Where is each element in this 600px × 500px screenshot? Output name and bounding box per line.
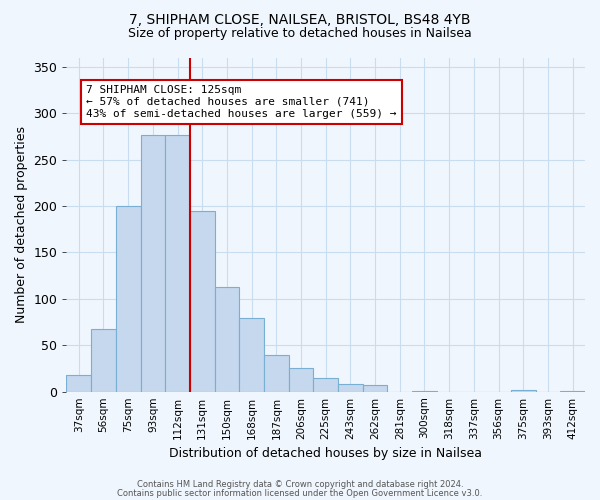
Bar bbox=[140, 134, 165, 392]
Text: 7 SHIPHAM CLOSE: 125sqm
← 57% of detached houses are smaller (741)
43% of semi-d: 7 SHIPHAM CLOSE: 125sqm ← 57% of detache… bbox=[86, 86, 397, 118]
Y-axis label: Number of detached properties: Number of detached properties bbox=[15, 126, 28, 323]
Bar bbox=[289, 368, 313, 392]
Bar bbox=[116, 206, 140, 392]
X-axis label: Distribution of detached houses by size in Nailsea: Distribution of detached houses by size … bbox=[169, 447, 482, 460]
Text: Size of property relative to detached houses in Nailsea: Size of property relative to detached ho… bbox=[128, 28, 472, 40]
Text: Contains HM Land Registry data © Crown copyright and database right 2024.: Contains HM Land Registry data © Crown c… bbox=[137, 480, 463, 489]
Bar bbox=[511, 390, 536, 392]
Bar bbox=[264, 354, 289, 392]
Bar bbox=[239, 318, 264, 392]
Bar bbox=[165, 134, 190, 392]
Bar bbox=[338, 384, 363, 392]
Bar bbox=[412, 391, 437, 392]
Bar bbox=[363, 385, 388, 392]
Bar bbox=[91, 328, 116, 392]
Bar bbox=[190, 210, 215, 392]
Text: Contains public sector information licensed under the Open Government Licence v3: Contains public sector information licen… bbox=[118, 488, 482, 498]
Bar bbox=[560, 391, 585, 392]
Bar bbox=[313, 378, 338, 392]
Bar bbox=[215, 287, 239, 392]
Text: 7, SHIPHAM CLOSE, NAILSEA, BRISTOL, BS48 4YB: 7, SHIPHAM CLOSE, NAILSEA, BRISTOL, BS48… bbox=[129, 12, 471, 26]
Bar bbox=[67, 375, 91, 392]
